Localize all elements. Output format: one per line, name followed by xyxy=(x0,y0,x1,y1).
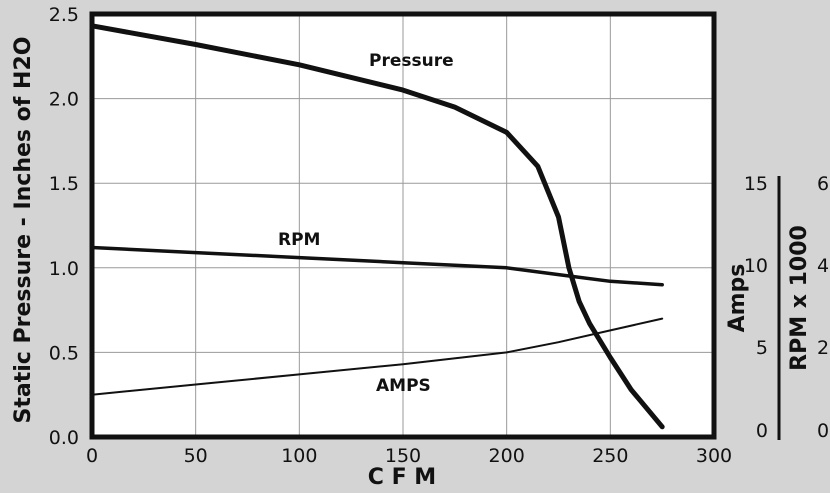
y-tick-label: 1.5 xyxy=(49,173,79,195)
rpm-tick: 0 xyxy=(817,420,829,442)
right-axis-rpm: RPM x 1000 6 4 2 0 xyxy=(787,173,829,442)
y-ticks: 0.0 0.5 1.0 1.5 2.0 2.5 xyxy=(49,4,79,449)
series-line-rpm xyxy=(90,245,664,287)
amps-tick: 10 xyxy=(744,255,768,277)
x-tick-label: 100 xyxy=(281,445,317,467)
x-tick-label: 150 xyxy=(385,445,421,467)
series-line-amps xyxy=(91,317,664,396)
y-axis-title: Static Pressure - Inches of H2O xyxy=(11,37,36,424)
series-lines xyxy=(89,23,665,430)
rpm-tick: 6 xyxy=(817,173,829,195)
pressure-label: Pressure xyxy=(369,51,454,71)
rpm-tick: 4 xyxy=(817,255,829,277)
amps-axis-title: Amps xyxy=(725,264,750,333)
y-tick-label: 0.0 xyxy=(49,427,79,449)
x-tick-label: 250 xyxy=(592,445,628,467)
amps-tick: 0 xyxy=(756,420,768,442)
y-tick-label: 0.5 xyxy=(49,342,79,364)
y-tick-label: 2.0 xyxy=(49,89,79,111)
y-tick-label: 1.0 xyxy=(49,258,79,280)
x-tick-label: 300 xyxy=(696,445,732,467)
amps-tick: 5 xyxy=(756,337,768,359)
rpm-axis-title: RPM x 1000 xyxy=(787,225,812,371)
right-axis-amps: 15 10 5 0 Amps xyxy=(725,173,781,442)
rpm-label: RPM xyxy=(278,230,320,250)
series-line-pressure xyxy=(89,23,665,430)
amps-tick: 15 xyxy=(744,173,768,195)
plot-frame xyxy=(89,11,717,440)
x-tick-label: 200 xyxy=(489,445,525,467)
x-axis-title: C F M xyxy=(368,465,436,490)
y-tick-label: 2.5 xyxy=(49,4,79,26)
x-ticks: 0 50 100 150 200 250 300 xyxy=(86,445,732,467)
rpm-tick: 2 xyxy=(817,337,829,359)
amps-label: AMPS xyxy=(376,376,431,396)
x-tick-label: 50 xyxy=(184,445,208,467)
x-tick-label: 0 xyxy=(86,445,98,467)
grid xyxy=(92,14,714,437)
